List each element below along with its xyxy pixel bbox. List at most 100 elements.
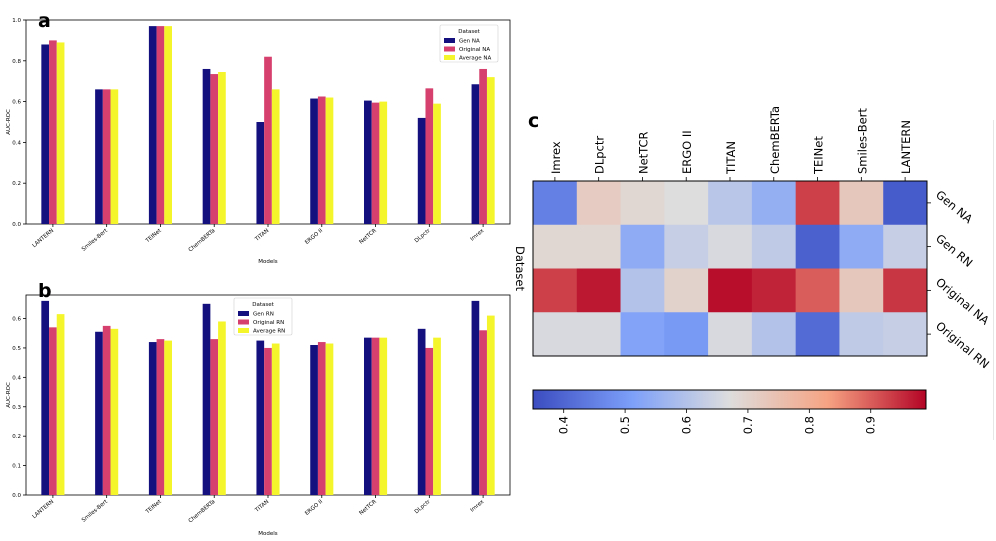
x-tick-label: Imrex [470, 227, 486, 242]
bar-average-rn [110, 328, 119, 495]
legend-label: Gen RN [253, 312, 274, 318]
heatmap-cell [751, 181, 796, 226]
x-tick-label: ChemBERTa [188, 228, 217, 254]
bar-average-na [218, 72, 226, 225]
x-tick-label: Smiles-Bert [81, 227, 110, 252]
y-tick-label: 0.2 [12, 181, 21, 187]
bar-original-rn [317, 342, 326, 495]
heatmap-cell [839, 224, 884, 269]
heatmap-cell [664, 268, 709, 313]
separator-line [993, 120, 994, 440]
x-tick-label: TEINet [144, 498, 163, 515]
heatmap-c: Imrex DLpctr NetTCR ERGO II TITAN ChemBERTa TE… [513, 106, 992, 434]
x-tick-label: LANTERN [32, 499, 56, 520]
heatmap-cell [620, 224, 665, 269]
column-label: ERGO II [680, 130, 694, 174]
legend-label: Gen NA [459, 39, 480, 45]
bar-original-rn [210, 339, 219, 495]
heatmap-cell [883, 224, 928, 269]
x-axis-label: Models [258, 259, 278, 265]
x-tick-label: NetTCR [358, 499, 378, 517]
heatmap-cell [533, 268, 578, 313]
bar-average-na [56, 42, 65, 224]
bar-gen-na [310, 98, 318, 224]
heatmap-cell [664, 224, 709, 269]
y-tick-label: 0.6 [12, 317, 21, 323]
bar-chart-a: 0.0 0.2 0.4 0.6 0.8 1.0 LANTERN Smiles-Bert TEIN… [6, 18, 511, 265]
heatmap-cell [708, 312, 753, 357]
legend-label: Average RN [253, 329, 285, 335]
bar-gen-rn [417, 328, 426, 495]
column-label: ChemBERTa [768, 106, 782, 174]
legend-label: Original NA [459, 47, 490, 53]
bar-original-na [371, 102, 380, 224]
y-tick-label: 0.3 [12, 405, 21, 411]
column-label: LANTERN [899, 120, 913, 174]
bar-original-rn [371, 337, 380, 495]
column-label: Smiles-Bert [855, 108, 869, 174]
heatmap-cell [576, 224, 621, 269]
heatmap-cell [576, 181, 621, 226]
heatmap-cell [533, 224, 578, 269]
x-tick-label: NetTCR [358, 228, 378, 246]
column-label: DLpctr [593, 136, 607, 174]
colorbar-tick-label: 0.9 [864, 416, 878, 434]
y-tick-label: 0.4 [12, 140, 21, 146]
bar-gen-rn [148, 342, 157, 495]
legend-swatch [238, 311, 249, 316]
colorbar-tick-label: 0.7 [741, 416, 755, 434]
heatmap-cell [883, 268, 928, 313]
heatmap-cell [664, 181, 709, 226]
colorbar-tick-label: 0.8 [802, 416, 816, 434]
bar-average-na [164, 26, 172, 225]
heatmap-cell [883, 312, 928, 357]
panel-label-a: a [38, 10, 51, 32]
y-tick-label: 0.0 [12, 493, 21, 499]
bar-original-rn [156, 339, 165, 495]
bar-average-rn [218, 321, 226, 495]
bar-average-na [486, 77, 495, 225]
heatmap-cell [795, 181, 840, 226]
bar-original-na [49, 40, 57, 225]
bar-gen-rn [310, 345, 318, 495]
x-tick-label: Smiles-Bert [81, 498, 110, 523]
bar-gen-na [256, 122, 265, 224]
heatmap-cell [795, 312, 840, 357]
y-tick-label: 0.1 [12, 464, 21, 470]
legend-box [233, 297, 293, 336]
heatmap-cell [839, 181, 884, 226]
colorbar-tick-label: 0.6 [680, 416, 694, 434]
bar-average-rn [379, 337, 388, 495]
colorbar [532, 389, 927, 410]
bar-original-na [210, 74, 219, 224]
heatmap-cell [708, 268, 753, 313]
legend-swatch [444, 55, 455, 60]
x-tick-label: LANTERN [32, 228, 56, 249]
x-tick-label: DLpctr [414, 227, 432, 244]
bar-gen-rn [256, 340, 265, 495]
x-tick-label: ERGO II [304, 228, 324, 246]
heatmap-cell [883, 181, 928, 226]
bar-average-rn [56, 314, 65, 495]
heatmap-cell [620, 268, 665, 313]
bar-gen-na [41, 44, 50, 225]
y-tick-label: 0.8 [12, 59, 21, 65]
heatmap-cell [751, 224, 796, 269]
x-tick-label: ChemBERTa [188, 499, 217, 525]
bar-average-na [379, 101, 388, 224]
heatmap-cell [533, 181, 578, 226]
legend-label: Original RN [253, 320, 284, 326]
legend-title: Dataset [252, 302, 274, 308]
heatmap-cell [620, 181, 665, 226]
heatmap-cell [708, 181, 753, 226]
panel-label-b: b [38, 280, 52, 302]
y-axis-label: AUC-ROC [6, 109, 12, 135]
column-label: TEINet [812, 136, 826, 175]
heatmap-cell [576, 268, 621, 313]
legend-swatch [444, 46, 455, 52]
y-tick-label: 0.2 [12, 434, 21, 440]
x-tick-label: Imrex [470, 498, 486, 513]
y-tick-label: 0.4 [12, 375, 21, 381]
bar-gen-rn [41, 300, 50, 495]
bar-original-na [264, 56, 272, 224]
